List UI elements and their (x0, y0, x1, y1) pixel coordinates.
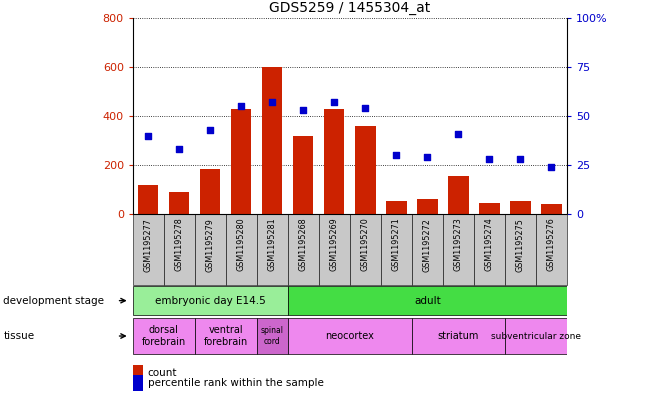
Text: GSM1195280: GSM1195280 (237, 218, 246, 271)
Text: neocortex: neocortex (325, 331, 375, 341)
Bar (133, 214, 164, 285)
Bar (257, 214, 288, 285)
Bar (386, 201, 406, 214)
Point (484, 156, 494, 162)
Bar (319, 214, 350, 285)
Bar (381, 214, 412, 285)
Bar (325, 108, 345, 214)
Text: adult: adult (414, 296, 441, 306)
Bar (164, 214, 195, 285)
Bar (231, 108, 251, 214)
Bar (226, 214, 257, 285)
Bar (412, 318, 505, 354)
Point (143, 132, 154, 139)
Point (391, 152, 402, 158)
Point (267, 99, 277, 105)
Bar (536, 214, 567, 285)
Bar (138, 185, 158, 214)
Text: GSM1195278: GSM1195278 (175, 218, 184, 272)
Text: tissue: tissue (3, 331, 34, 341)
Point (515, 156, 526, 162)
Point (329, 99, 340, 105)
Point (174, 146, 185, 152)
Bar (288, 318, 412, 354)
Point (453, 130, 463, 137)
Point (546, 164, 557, 170)
Text: GSM1195279: GSM1195279 (206, 218, 215, 272)
Text: GSM1195273: GSM1195273 (454, 218, 463, 272)
Bar (294, 136, 314, 214)
Bar (262, 67, 283, 214)
Text: GSM1195281: GSM1195281 (268, 218, 277, 271)
Bar (417, 199, 437, 214)
Bar (133, 365, 143, 380)
Text: GSM1195277: GSM1195277 (144, 218, 153, 272)
Text: spinal
cord: spinal cord (261, 326, 284, 346)
Point (422, 154, 433, 160)
Bar (443, 214, 474, 285)
Point (205, 127, 216, 133)
Text: GSM1195274: GSM1195274 (485, 218, 494, 272)
Text: GSM1195276: GSM1195276 (547, 218, 556, 272)
Text: GSM1195275: GSM1195275 (516, 218, 525, 272)
Bar (505, 318, 567, 354)
Bar (505, 214, 536, 285)
Text: GSM1195270: GSM1195270 (361, 218, 370, 272)
Bar (169, 192, 189, 214)
Bar (350, 214, 381, 285)
Bar (195, 214, 226, 285)
Point (298, 107, 308, 113)
Bar (133, 286, 288, 315)
Bar (542, 204, 562, 214)
Bar (288, 286, 567, 315)
Bar (412, 214, 443, 285)
Bar (200, 169, 220, 214)
Text: development stage: development stage (3, 296, 104, 306)
Point (360, 105, 371, 111)
Text: GSM1195269: GSM1195269 (330, 218, 339, 272)
Text: embryonic day E14.5: embryonic day E14.5 (155, 296, 266, 306)
Bar (480, 203, 500, 214)
Text: ventral
forebrain: ventral forebrain (203, 325, 248, 347)
Bar (355, 126, 375, 214)
Text: count: count (148, 367, 178, 378)
Bar (133, 318, 195, 354)
Text: GSM1195272: GSM1195272 (423, 218, 432, 272)
Text: GSM1195268: GSM1195268 (299, 218, 308, 271)
Bar (195, 318, 257, 354)
Text: dorsal
forebrain: dorsal forebrain (142, 325, 186, 347)
Point (236, 103, 246, 109)
Bar (257, 318, 288, 354)
Text: subventricular zone: subventricular zone (491, 332, 581, 340)
Text: GSM1195271: GSM1195271 (392, 218, 401, 272)
Text: percentile rank within the sample: percentile rank within the sample (148, 378, 323, 388)
Text: striatum: striatum (438, 331, 479, 341)
Bar (511, 201, 531, 214)
Bar (474, 214, 505, 285)
Title: GDS5259 / 1455304_at: GDS5259 / 1455304_at (270, 1, 430, 15)
Bar (288, 214, 319, 285)
Bar (448, 176, 469, 214)
Bar (133, 375, 143, 391)
